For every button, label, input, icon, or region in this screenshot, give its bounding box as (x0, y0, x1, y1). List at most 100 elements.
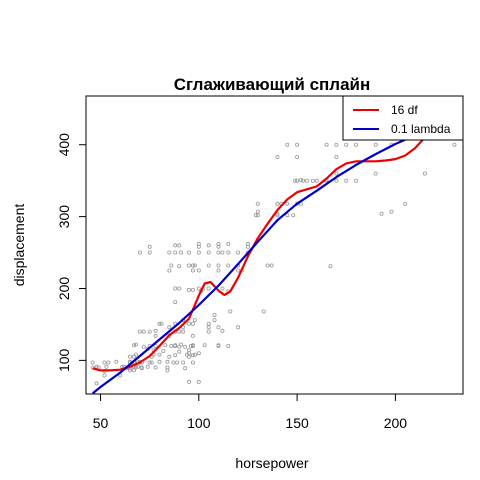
data-point (354, 142, 359, 147)
data-point (190, 343, 195, 348)
data-point (106, 360, 111, 365)
data-point (255, 209, 260, 214)
data-point (133, 352, 138, 357)
data-point (255, 201, 260, 206)
data-point (190, 287, 195, 292)
data-point (206, 263, 211, 268)
data-point (285, 201, 290, 206)
data-point (131, 343, 136, 348)
data-point (190, 268, 195, 273)
data-point (141, 329, 146, 334)
series-line-16df (92, 100, 456, 372)
data-point (334, 178, 339, 183)
y-tick-label: 300 (56, 205, 72, 229)
data-point (153, 333, 158, 338)
data-point (236, 268, 241, 273)
data-point (186, 321, 191, 326)
data-point (177, 349, 182, 354)
data-point (190, 360, 195, 365)
data-point (149, 360, 154, 365)
data-point (133, 365, 138, 370)
data-point (275, 154, 280, 159)
data-point (177, 243, 182, 248)
data-point (379, 211, 384, 216)
data-point (236, 250, 241, 255)
data-point (167, 268, 172, 273)
data-point (186, 287, 191, 292)
data-point (228, 309, 233, 314)
data-point (153, 343, 158, 348)
data-point (186, 263, 191, 268)
data-point (190, 333, 195, 338)
data-point (190, 321, 195, 326)
data-point (216, 325, 221, 330)
data-point (157, 321, 162, 326)
data-point (173, 300, 178, 305)
data-point (177, 264, 182, 269)
data-point (216, 250, 221, 255)
data-point (190, 353, 195, 358)
data-point (169, 263, 174, 268)
data-point (171, 360, 176, 365)
legend-label-16df: 16 df (391, 103, 418, 117)
data-point (206, 329, 211, 334)
series-line-lambda (92, 117, 455, 394)
data-point (452, 142, 457, 147)
data-point (157, 352, 162, 357)
data-point (196, 379, 201, 384)
data-point (265, 263, 270, 268)
data-point (206, 243, 211, 248)
data-point (183, 344, 188, 349)
x-axis-label: horsepower (235, 455, 308, 471)
data-point (169, 343, 174, 348)
data-point (192, 263, 197, 268)
data-point (314, 178, 319, 183)
data-point (304, 178, 309, 183)
data-point (104, 364, 109, 369)
data-point (94, 381, 99, 386)
x-tick-label: 50 (93, 415, 109, 431)
x-tick-label: 150 (285, 415, 309, 431)
data-point (295, 142, 300, 147)
x-tick-label: 100 (187, 415, 211, 431)
plot-box (85, 95, 464, 395)
data-point (173, 250, 178, 255)
data-point (196, 286, 201, 291)
data-point (373, 142, 378, 147)
data-point (173, 343, 178, 348)
data-point (157, 359, 162, 364)
data-point (173, 243, 178, 248)
data-point (206, 321, 211, 326)
data-point (403, 201, 408, 206)
data-point (186, 250, 191, 255)
data-point (216, 343, 221, 348)
data-point (163, 343, 168, 348)
data-point (102, 360, 107, 365)
data-point (300, 178, 305, 183)
y-axis: 100 200 300 400 (56, 133, 87, 372)
data-point (295, 154, 300, 159)
data-point (344, 142, 349, 147)
data-point (165, 368, 170, 373)
data-point (196, 250, 201, 255)
data-point (181, 360, 186, 365)
legend-box (342, 95, 464, 141)
data-point (212, 313, 217, 318)
data-point (192, 318, 197, 323)
data-point (153, 365, 158, 370)
data-point (334, 171, 339, 176)
data-point (147, 250, 152, 255)
data-point (147, 329, 152, 334)
data-point (226, 241, 231, 246)
data-point (261, 309, 266, 314)
data-point (141, 344, 146, 349)
y-axis-label: displacement (11, 204, 27, 287)
data-point (167, 354, 172, 359)
data-point (293, 178, 298, 183)
x-axis: 50 100 150 200 (93, 393, 407, 431)
data-point (269, 263, 274, 268)
data-point (196, 241, 201, 246)
data-point (127, 354, 132, 359)
data-point (275, 213, 280, 218)
